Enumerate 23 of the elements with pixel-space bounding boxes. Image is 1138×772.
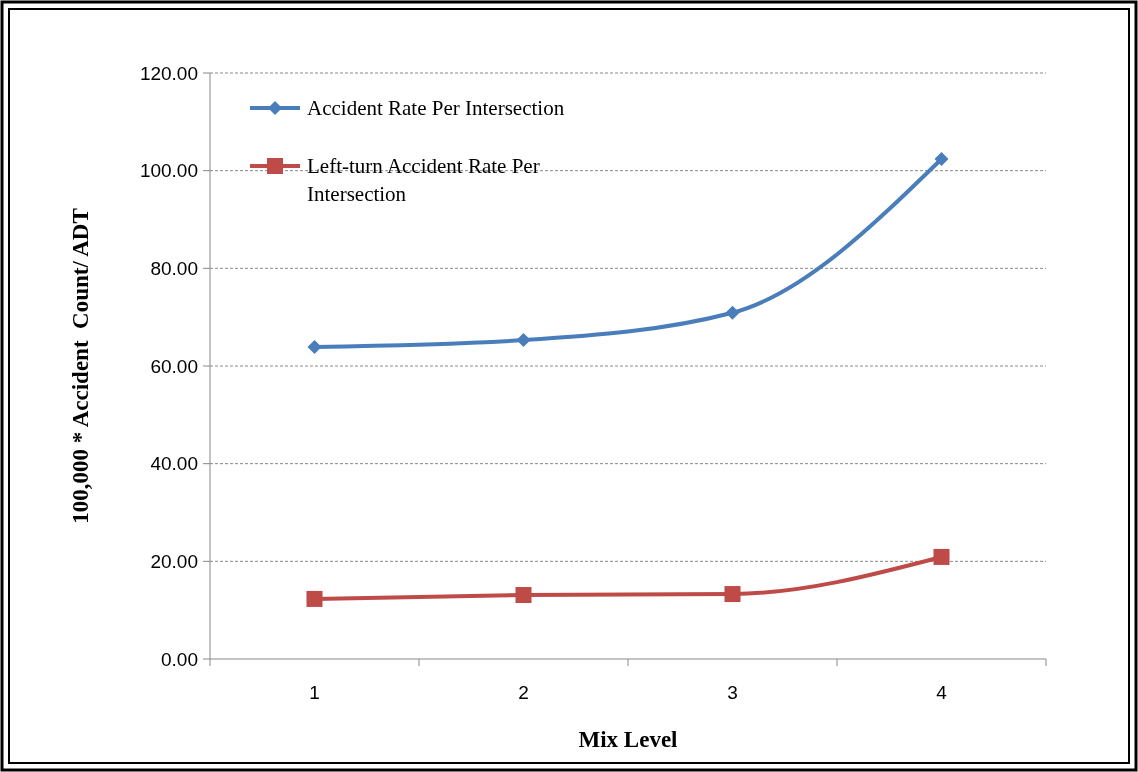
y-tick-label: 120.00 xyxy=(139,62,198,84)
y-tick-label: 40.00 xyxy=(150,453,198,475)
x-tick-label: 1 xyxy=(309,682,320,703)
legend-label: Accident Rate Per Intersection xyxy=(307,96,565,120)
y-tick-label: 100.00 xyxy=(139,160,198,182)
point xyxy=(724,586,741,603)
point xyxy=(725,305,740,320)
x-axis-title: Mix Level xyxy=(578,727,678,752)
y-tick-label: 80.00 xyxy=(150,257,198,279)
point xyxy=(306,590,323,607)
y-axis-title: 100,000 * Accident Count/ ADT xyxy=(68,208,93,524)
point xyxy=(933,548,950,565)
y-tick-label: 20.00 xyxy=(150,550,198,572)
legend-label: Left-turn Accident Rate Per Intersection xyxy=(307,154,540,206)
x-tick-label: 2 xyxy=(518,682,529,703)
point xyxy=(515,587,532,604)
y-tick-label: 60.00 xyxy=(150,355,198,377)
y-tick-label: 0.00 xyxy=(161,648,198,670)
point xyxy=(934,151,949,166)
x-tick-label: 4 xyxy=(936,682,948,703)
point xyxy=(516,333,531,348)
x-tick-label: 3 xyxy=(727,682,738,703)
point xyxy=(307,339,322,354)
